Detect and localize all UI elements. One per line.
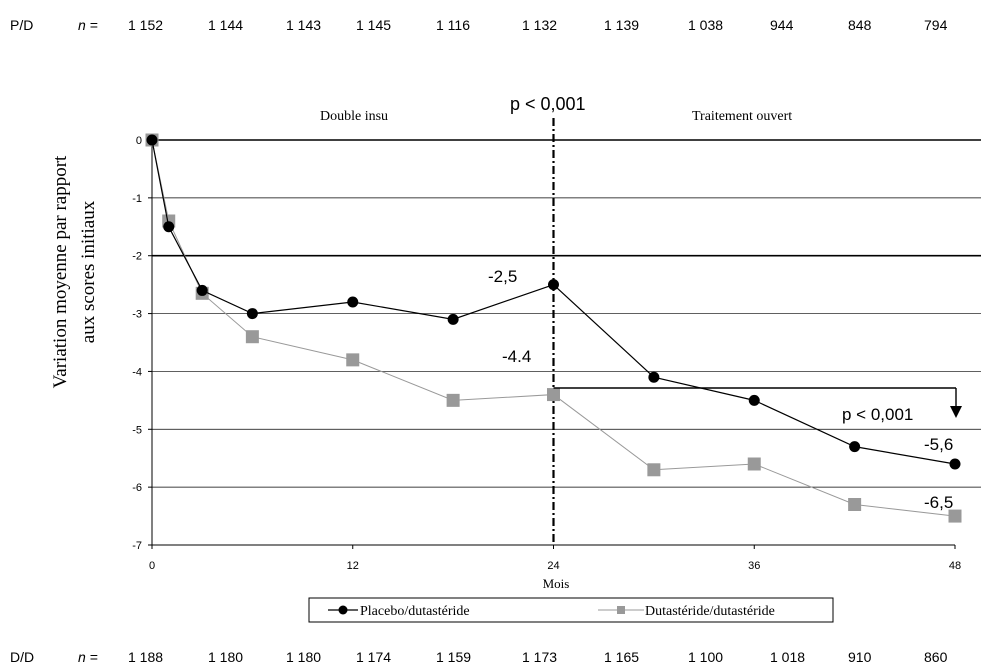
placebo-point xyxy=(347,296,359,308)
placebo-point xyxy=(548,279,559,291)
top-row-n-label: n = xyxy=(78,17,98,33)
top-row-n-value: 1 116 xyxy=(436,17,470,33)
bottom-row-n-value: 1 174 xyxy=(356,649,391,665)
y-tick-label: -4 xyxy=(132,366,142,378)
axes: 0 -1 -2 -3 -4 -5 -6 -7 0 12 24 36 48 xyxy=(132,118,961,572)
placebo-point xyxy=(648,371,660,383)
x-tick-label: 24 xyxy=(547,560,559,572)
placebo-point xyxy=(447,313,459,325)
bottom-row-n-value: 1 188 xyxy=(128,649,163,665)
bottom-row-n-value: 860 xyxy=(924,649,948,665)
dutasteride-point xyxy=(948,509,962,523)
grid xyxy=(152,139,981,488)
bottom-row-n-value: 1 100 xyxy=(688,649,723,665)
bottom-row-n-label: n = xyxy=(78,649,98,665)
placebo-point xyxy=(196,284,208,296)
p-value-top: p < 0,001 xyxy=(510,94,586,114)
x-tick-label: 12 xyxy=(347,560,359,572)
y-tick-label: -5 xyxy=(132,424,142,436)
annotation-placebo-48: -5,6 xyxy=(924,435,953,454)
bottom-row-n-value: 1 180 xyxy=(286,649,321,665)
dutasteride-point xyxy=(848,498,862,511)
legend-dutasteride-label: Dutastéride/dutastéride xyxy=(645,604,775,619)
placebo-point xyxy=(949,458,961,470)
series xyxy=(145,133,962,523)
bottom-row-label: D/D xyxy=(10,649,34,665)
x-tick-label: 0 xyxy=(149,560,155,572)
bottom-row-n-value: 1 180 xyxy=(208,649,243,665)
annotations: -2,5 -4.4 -5,6 -6,5 p < 0,001 xyxy=(488,267,962,512)
placebo-point xyxy=(849,441,861,453)
y-axis-label-line1: Variation moyenne par rapport xyxy=(50,155,71,388)
y-tick-label: -6 xyxy=(132,482,142,494)
placebo-point xyxy=(146,134,158,146)
annotation-dutasteride-24: -4.4 xyxy=(502,347,531,366)
x-tick-label: 36 xyxy=(748,560,760,572)
top-row-n-value: 794 xyxy=(924,17,948,33)
bracket-arrow-head xyxy=(950,406,962,418)
bottom-row-n-value: 1 165 xyxy=(604,649,639,665)
x-tick-label: 48 xyxy=(949,560,961,572)
top-row-values: 1 152 1 144 1 143 1 145 1 116 1 132 1 139 1 038… xyxy=(128,17,948,33)
annotation-placebo-24: -2,5 xyxy=(488,267,517,286)
top-row-n-value: 1 144 xyxy=(208,17,243,33)
bottom-row-n-value: 1 159 xyxy=(436,649,471,665)
dutasteride-point xyxy=(245,330,259,344)
legend-box xyxy=(308,597,834,623)
p-value-right: p < 0,001 xyxy=(842,405,913,424)
dutasteride-point xyxy=(647,463,661,477)
y-tick-label: -1 xyxy=(132,193,142,205)
top-row-n-value: 1 139 xyxy=(604,17,639,33)
dutasteride-point xyxy=(547,388,560,402)
top-row-n-value: 944 xyxy=(770,17,794,33)
bottom-row-n-value: 1 173 xyxy=(522,649,557,665)
top-row-n-value: 1 143 xyxy=(286,17,321,33)
phase-right-label: Traitement ouvert xyxy=(692,109,792,124)
placebo-point xyxy=(246,308,258,320)
top-row-n-value: 1 145 xyxy=(356,17,391,33)
legend: Placebo/dutastéride Dutastéride/dutastéri… xyxy=(308,597,834,623)
y-axis-label-line2: aux scores initiaux xyxy=(78,200,99,343)
x-axis-label: Mois xyxy=(543,576,570,591)
y-tick-label: -3 xyxy=(132,309,142,321)
bottom-row-values: 1 188 1 180 1 180 1 174 1 159 1 173 1 165 1 100… xyxy=(128,649,948,665)
legend-placebo-label: Placebo/dutastéride xyxy=(360,604,470,619)
y-tick-label: -2 xyxy=(132,251,142,263)
legend-dutasteride-marker xyxy=(617,606,625,614)
phase-left-label: Double insu xyxy=(320,109,388,124)
bottom-row-n-value: 910 xyxy=(848,649,872,665)
placebo-point xyxy=(748,394,760,406)
top-row-n-value: 1 132 xyxy=(522,17,557,33)
bottom-row-n-value: 1 018 xyxy=(770,649,805,665)
top-row-n-value: 848 xyxy=(848,17,872,33)
top-row-label: P/D xyxy=(10,17,33,33)
top-row-n-value: 1 038 xyxy=(688,17,723,33)
annotation-dutasteride-48: -6,5 xyxy=(924,493,953,512)
y-tick-label: 0 xyxy=(136,135,142,147)
legend-placebo-marker xyxy=(338,605,348,615)
y-tick-label: -7 xyxy=(132,540,142,552)
dutasteride-point xyxy=(346,353,360,367)
dutasteride-point xyxy=(446,393,460,407)
placebo-point xyxy=(163,221,175,233)
top-row-n-value: 1 152 xyxy=(128,17,163,33)
dutasteride-point xyxy=(747,457,761,471)
